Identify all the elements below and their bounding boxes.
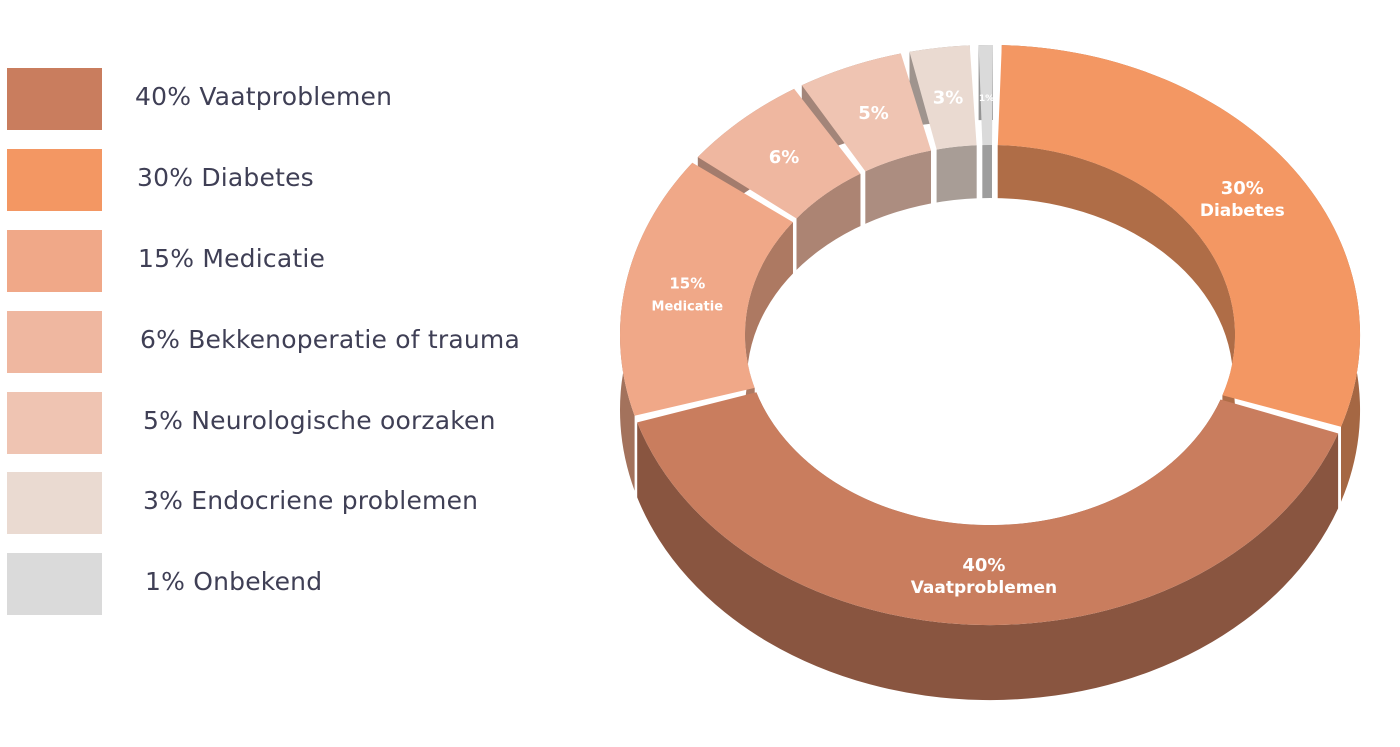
slice [978, 44, 993, 146]
slice [697, 88, 861, 219]
slice-percent: 40% [962, 555, 1005, 576]
chart-legend: 40% Vaatproblemen 30% Diabetes 15% Medicat… [0, 0, 600, 747]
legend-item: 6% Bekkenoperatie of trauma [7, 311, 567, 373]
slice-percent: 15% [669, 275, 705, 293]
slice-percent: 30% [1221, 178, 1264, 199]
slice-label: 40%Vaatproblemen [911, 555, 1057, 598]
slice-label: 5% [858, 103, 889, 124]
slice-label: 30%Diabetes [1200, 178, 1285, 221]
slice-percent: 3% [933, 87, 964, 108]
slice-percent: 6% [769, 147, 800, 168]
legend-swatch [7, 68, 102, 130]
legend-label: 3% Endocriene problemen [143, 486, 479, 515]
legend-label: 15% Medicatie [138, 244, 326, 273]
slice-category: Medicatie [652, 300, 724, 315]
slice [909, 45, 977, 150]
slice-category: Diabetes [1200, 201, 1285, 221]
slice [801, 53, 931, 172]
donut-chart: 40%Vaatproblemen 30%Diabetes 15% Medicatie 6… [619, 44, 1361, 701]
legend-label: 6% Bekkenoperatie of trauma [140, 325, 521, 354]
slice-label: 15% Medicatie [652, 275, 724, 315]
slice [619, 162, 793, 416]
legend-swatch [7, 472, 102, 534]
slice-label: 3% [933, 87, 964, 108]
slice-inner-wall [745, 222, 793, 463]
legend-label: 1% Onbekend [145, 567, 323, 596]
slice-category: Vaatproblemen [911, 578, 1057, 598]
legend-item: 40% Vaatproblemen [7, 68, 567, 130]
donut-hole [747, 198, 1233, 525]
slice-label: 1% [979, 94, 994, 104]
legend-label: 5% Neurologische oorzaken [143, 406, 496, 435]
legend-label: 40% Vaatproblemen [135, 82, 393, 111]
legend-item: 1% Onbekend [7, 553, 567, 615]
slice [997, 45, 1361, 427]
legend-swatch [7, 311, 102, 373]
slice-percent: 5% [858, 103, 889, 124]
slice-percent: 1% [979, 94, 994, 104]
legend-item: 15% Medicatie [7, 230, 567, 292]
legend-item: 5% Neurologische oorzaken [7, 392, 567, 454]
legend-item: 30% Diabetes [7, 149, 567, 211]
slice-outer-wall [637, 422, 1339, 701]
legend-item: 3% Endocriene problemen [7, 472, 567, 534]
legend-swatch [7, 392, 102, 454]
slice-label: 6% [769, 147, 800, 168]
legend-label: 30% Diabetes [137, 163, 314, 192]
legend-swatch [7, 553, 102, 615]
legend-swatch [7, 149, 102, 211]
legend-swatch [7, 230, 102, 292]
slice [637, 392, 1339, 626]
